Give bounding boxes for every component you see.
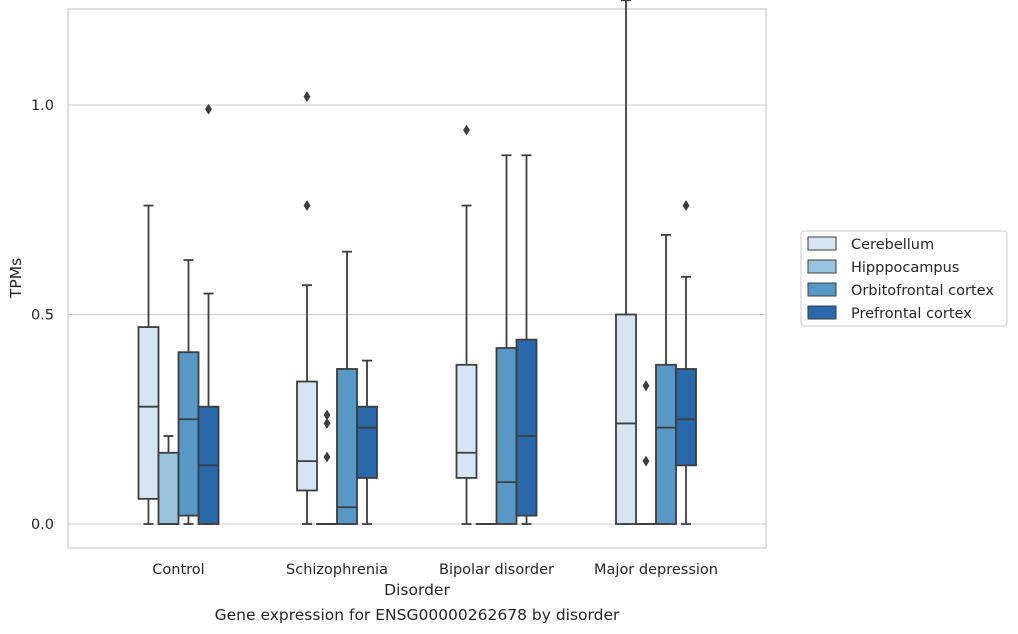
box-body xyxy=(177,351,200,517)
box-body xyxy=(615,313,637,525)
box-body xyxy=(675,368,697,467)
y-tick-label: 1.0 xyxy=(31,98,54,114)
legend-swatch xyxy=(807,305,837,320)
legend-swatch xyxy=(807,259,837,274)
legend-frame xyxy=(800,230,1008,327)
box-body xyxy=(495,347,518,525)
box-body xyxy=(157,451,180,525)
legend-label: Orbitofrontal cortex xyxy=(851,283,994,299)
box-body xyxy=(515,338,538,517)
outlier-point xyxy=(323,409,331,421)
legend-items: Cerebellum Hipppocampus Orbitofrontal cort… xyxy=(807,236,994,322)
box-body xyxy=(655,363,677,525)
x-tick-label: Schizophrenia xyxy=(286,562,388,578)
x-tick-labels: Control Schizophrenia Bipolar disorder Majo… xyxy=(152,562,718,578)
box-prefrontal-cortex xyxy=(515,154,538,525)
legend-label: Hipppocampus xyxy=(851,260,959,276)
y-axis-label: TPMs xyxy=(7,258,25,299)
box-cerebellum xyxy=(455,124,478,525)
box-cerebellum xyxy=(137,204,160,525)
box-cerebellum xyxy=(296,91,318,525)
box-orbitofrontal-cortex xyxy=(655,233,677,525)
x-tick-label: Major depression xyxy=(594,562,718,578)
outlier-point xyxy=(463,124,470,136)
outlier-point xyxy=(205,103,212,115)
figure-caption: Gene expression for ENSG00000262678 by d… xyxy=(214,606,620,624)
x-tick-label: Bipolar disorder xyxy=(439,562,554,578)
box-prefrontal-cortex xyxy=(675,200,697,525)
outlier-point xyxy=(682,200,690,212)
box-orbitofrontal-cortex xyxy=(495,154,518,525)
box-body xyxy=(455,363,478,479)
box-body xyxy=(356,405,378,479)
legend-label: Prefrontal cortex xyxy=(851,306,972,322)
legend-swatch xyxy=(807,282,837,297)
legend: Cerebellum Hipppocampus Orbitofrontal cort… xyxy=(800,230,1008,327)
y-tick-label: 0.0 xyxy=(31,517,54,533)
outlier-point xyxy=(323,417,331,429)
box-hipppocampus xyxy=(316,409,338,525)
box-hipppocampus xyxy=(157,435,180,525)
y-tick-label: 0.5 xyxy=(31,308,54,324)
outlier-point xyxy=(303,200,311,212)
outlier-point xyxy=(323,451,331,463)
box-body xyxy=(137,326,160,500)
box-prefrontal-cortex xyxy=(356,359,378,525)
x-axis-label: Disorder xyxy=(384,581,450,599)
box-prefrontal-cortex xyxy=(197,103,220,525)
box-orbitofrontal-cortex xyxy=(336,250,358,525)
box-cerebellum xyxy=(615,0,637,525)
box-body xyxy=(296,380,318,492)
plot-frame xyxy=(67,8,767,549)
box-body xyxy=(336,368,358,525)
box-orbitofrontal-cortex xyxy=(177,259,200,525)
box-hipppocampus xyxy=(635,380,657,525)
legend-label: Cerebellum xyxy=(851,237,934,253)
legend-swatch xyxy=(807,236,837,251)
outlier-point xyxy=(642,380,650,392)
outlier-point xyxy=(642,455,650,467)
boxes-layer xyxy=(137,0,697,525)
outlier-point xyxy=(303,91,311,103)
x-tick-label: Control xyxy=(152,562,204,578)
y-tick-labels: 0.00.51.01.52.0 xyxy=(31,98,54,533)
